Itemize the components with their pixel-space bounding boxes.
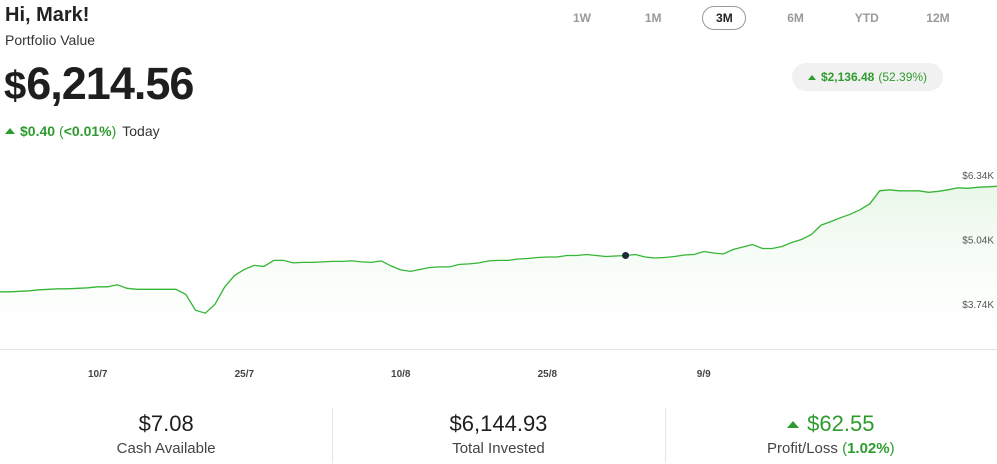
profit-loss-label: Profit/Loss — [767, 440, 838, 457]
range-gain-amount: $2,136.48 — [820, 70, 875, 84]
range-gain-badge: $2,136.48 (52.39%) — [792, 63, 943, 91]
y-tick-label: $3.74K — [962, 300, 994, 311]
today-change-amount: $0.40 — [20, 123, 56, 139]
y-tick-label: $6.34K — [962, 171, 994, 182]
total-invested-label: Total Invested — [452, 440, 545, 457]
profit-loss-paren-open: ( — [842, 440, 848, 457]
profit-loss-stat: $62.55 Profit/Loss (1.02%) — [664, 405, 997, 464]
x-tick-label: 9/9 — [697, 369, 711, 380]
x-tick-label: 25/7 — [235, 369, 255, 380]
range-12m-button[interactable]: 12M — [915, 6, 960, 30]
range-1w-button[interactable]: 1W — [560, 6, 604, 30]
today-change-pct: <0.01% — [63, 123, 112, 139]
arrow-up-icon — [5, 128, 15, 134]
profit-loss-label-wrap: Profit/Loss (1.02%) — [665, 440, 997, 457]
arrow-up-icon — [787, 420, 800, 428]
portfolio-value-amount: 6,214.56 — [26, 58, 194, 109]
chart-marker[interactable] — [622, 251, 630, 259]
range-3m-button[interactable]: 3M — [702, 6, 747, 30]
x-tick-label: 10/8 — [391, 369, 411, 380]
portfolio-value-label: Portfolio Value — [5, 32, 96, 48]
currency-symbol: $ — [4, 64, 26, 108]
profit-loss-value: $62.55 — [807, 411, 875, 436]
x-tick-label: 25/8 — [538, 369, 558, 380]
today-change-paren-open: ( — [59, 123, 64, 139]
chart-line — [0, 185, 997, 314]
greeting: Hi, Mark! — [5, 4, 90, 26]
profit-loss-value-wrap: $62.55 — [665, 411, 997, 437]
cash-available-label: Cash Available — [116, 440, 216, 457]
cash-available-stat: $7.08 Cash Available — [0, 405, 332, 464]
profit-loss-paren-close: ) — [889, 440, 895, 457]
today-change: $0.40 (<0.01%) Today — [5, 123, 160, 139]
range-gain-pct: (52.39%) — [878, 70, 928, 84]
today-label: Today — [122, 123, 160, 139]
portfolio-chart: $6.34K $5.04K $3.74K 10/7 25/7 10/8 25/8 9/9 — [0, 171, 997, 380]
cash-available-value: $7.08 — [138, 411, 194, 436]
range-ytd-button[interactable]: YTD — [844, 6, 889, 30]
y-tick-label: $5.04K — [962, 236, 994, 247]
range-6m-button[interactable]: 6M — [773, 6, 818, 30]
chart-area — [0, 186, 997, 349]
x-tick-label: 10/7 — [88, 369, 108, 380]
summary-stats: $7.08 Cash Available $6,144.93 Total Inv… — [0, 405, 997, 464]
range-1m-button[interactable]: 1M — [631, 6, 676, 30]
time-range-selector: 1W 1M 3M 6M YTD 12M — [560, 6, 960, 30]
profit-loss-pct: 1.02% — [847, 440, 890, 457]
today-change-paren-close: ) — [111, 123, 117, 139]
arrow-up-icon — [807, 74, 816, 80]
total-invested-value: $6,144.93 — [449, 411, 548, 436]
portfolio-value: $6,214.56 — [4, 58, 194, 110]
total-invested-stat: $6,144.93 Total Invested — [332, 405, 664, 464]
